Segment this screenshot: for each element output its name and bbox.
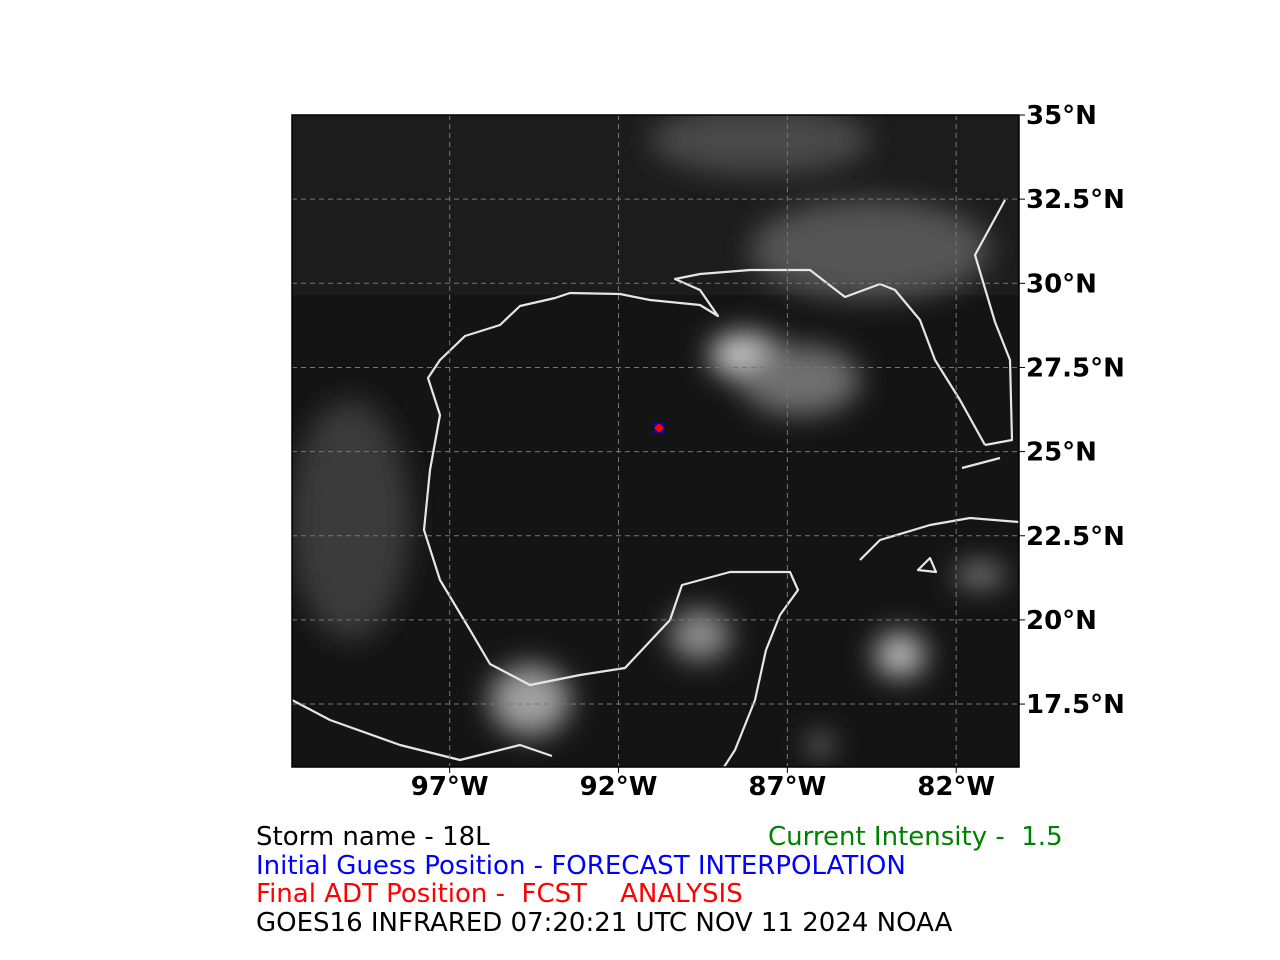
coastline bbox=[859, 456, 1019, 574]
graticule: 97°W 92°W 87°W 82°W 35°N 32.5°N 30°N 27.5°N 25°N… bbox=[292, 101, 1125, 802]
y-tick-label: 30°N bbox=[1026, 269, 1097, 299]
x-tick-label: 82°W bbox=[917, 772, 995, 802]
coastline bbox=[292, 699, 553, 762]
x-tick-label: 87°W bbox=[748, 772, 826, 802]
y-tick-label: 20°N bbox=[1026, 606, 1097, 636]
y-tick-label: 22.5°N bbox=[1026, 522, 1125, 552]
y-tick-label: 27.5°N bbox=[1026, 353, 1125, 383]
caption-line: Initial Guess Position - FORECAST INTERP… bbox=[256, 851, 906, 881]
coastline bbox=[422, 268, 986, 767]
x-tick-label: 97°W bbox=[411, 772, 489, 802]
satellite-image bbox=[292, 115, 1019, 767]
y-tick-label: 17.5°N bbox=[1026, 690, 1125, 720]
caption: Storm name - 18L Current Intensity - 1.5I… bbox=[256, 822, 1063, 938]
y-tick-label: 32.5°N bbox=[1026, 185, 1125, 215]
caption-line: Current Intensity - 1.5 bbox=[768, 822, 1063, 852]
coastline bbox=[973, 199, 1014, 447]
caption-line: Final ADT Position - FCST ANALYSIS bbox=[256, 879, 743, 909]
y-tick-label: 35°N bbox=[1026, 101, 1097, 131]
caption-line: GOES16 INFRARED 07:20:21 UTC NOV 11 2024… bbox=[256, 908, 953, 938]
x-tick-label: 92°W bbox=[580, 772, 658, 802]
caption-line: Storm name - 18L bbox=[256, 822, 490, 852]
y-tick-label: 25°N bbox=[1026, 438, 1097, 468]
map-frame bbox=[291, 114, 1020, 768]
final-position-marker bbox=[654, 423, 665, 434]
